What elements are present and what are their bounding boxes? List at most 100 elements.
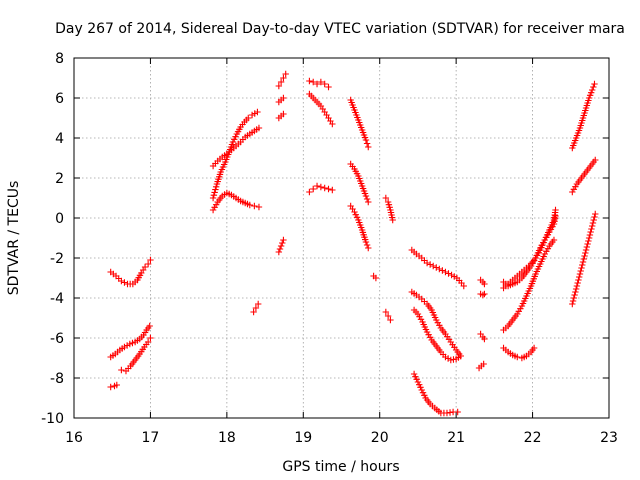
data-point (107, 383, 114, 391)
data-point (317, 78, 325, 86)
data-point (592, 156, 599, 164)
data-point (576, 270, 584, 278)
series-arc-14 (306, 90, 336, 128)
x-tick-label: 21 (447, 430, 465, 446)
data-point (575, 273, 583, 281)
series-arc-33 (500, 344, 538, 362)
series-arc-8 (250, 300, 262, 316)
data-point (362, 192, 370, 200)
y-tick-label: 2 (55, 171, 64, 187)
series-arc-7 (209, 189, 263, 214)
x-tick-label: 20 (371, 430, 389, 446)
series-arc-4 (118, 334, 154, 375)
y-tick-label: 4 (55, 131, 64, 147)
data-point (329, 186, 336, 194)
data-point (588, 222, 596, 230)
data-point (583, 243, 591, 251)
data-point (362, 238, 370, 246)
data-point (530, 344, 538, 352)
data-point (279, 239, 286, 247)
y-tick-label: -6 (50, 331, 64, 347)
data-point (363, 195, 371, 203)
data-point (280, 74, 287, 82)
data-point (579, 258, 587, 266)
series-arc-36 (569, 210, 599, 308)
data-point (442, 268, 449, 276)
data-point (582, 246, 590, 254)
chart-title: Day 267 of 2014, Sidereal Day-to-day VTE… (55, 21, 625, 37)
data-point (280, 94, 287, 102)
data-point (310, 78, 317, 86)
data-point (321, 184, 328, 192)
x-tick-label: 17 (142, 430, 160, 446)
series-arc-12 (275, 236, 287, 256)
series-arc-20 (382, 308, 394, 324)
data-point (460, 282, 467, 290)
data-point (144, 338, 152, 346)
y-tick-label: -10 (41, 411, 64, 427)
series-arc-10 (275, 94, 287, 106)
data-point (254, 300, 262, 308)
data-point (591, 80, 598, 88)
data-point (389, 216, 396, 224)
data-point (118, 366, 125, 374)
data-point (276, 245, 284, 253)
series-arc-18 (347, 202, 372, 252)
data-point (480, 360, 487, 368)
data-point (574, 279, 581, 287)
data-point (479, 291, 487, 299)
series-arc-1 (107, 256, 154, 288)
series-arc-28 (477, 330, 488, 343)
data-point (250, 308, 257, 316)
data-point (254, 108, 261, 116)
data-point (481, 280, 488, 288)
data-point (592, 210, 599, 218)
data-point (572, 288, 579, 296)
data-point (589, 219, 597, 227)
data-points (107, 70, 599, 417)
data-point (212, 186, 219, 193)
data-point (147, 334, 154, 342)
data-point (210, 192, 218, 199)
data-point (570, 294, 578, 302)
y-tick-label: 0 (55, 211, 64, 227)
data-point (325, 185, 332, 193)
data-point (246, 201, 253, 209)
data-point (121, 279, 128, 286)
y-tick-label: -4 (50, 291, 64, 307)
x-tick-label: 18 (218, 430, 236, 446)
data-point (306, 188, 313, 196)
data-point (141, 263, 149, 271)
data-point (325, 83, 332, 91)
data-point (575, 276, 582, 284)
series-arc-35 (569, 156, 599, 196)
data-point (588, 225, 595, 233)
data-point (317, 183, 325, 191)
series-arc-32 (500, 236, 558, 334)
series-arc-6 (209, 108, 261, 202)
axis-ticks: 16 17 18 19 20 21 22 23 -10 -8 -6 -4 -2 0 2 4 6 8 (41, 51, 618, 446)
series-arc-17 (347, 160, 372, 206)
data-point (275, 82, 283, 90)
data-point (382, 194, 390, 202)
data-point (578, 264, 585, 272)
series-arc-9 (275, 110, 287, 122)
data-point (569, 300, 576, 308)
data-point (571, 291, 578, 299)
series-arc-26 (477, 276, 488, 288)
data-point (426, 261, 434, 268)
data-point (591, 213, 598, 221)
series-arc-23 (408, 288, 464, 360)
data-point (439, 267, 446, 274)
data-point (590, 83, 597, 91)
series-arc-11 (275, 70, 289, 90)
data-point (362, 136, 370, 144)
data-point (423, 259, 431, 267)
data-point (310, 185, 317, 193)
data-point (457, 352, 464, 360)
x-tick-label: 16 (65, 430, 83, 446)
data-point (313, 80, 321, 88)
y-axis-label: SDTVAR / TECUs (6, 181, 22, 296)
series-arc-19 (382, 194, 396, 224)
series-arc-16 (347, 96, 372, 151)
